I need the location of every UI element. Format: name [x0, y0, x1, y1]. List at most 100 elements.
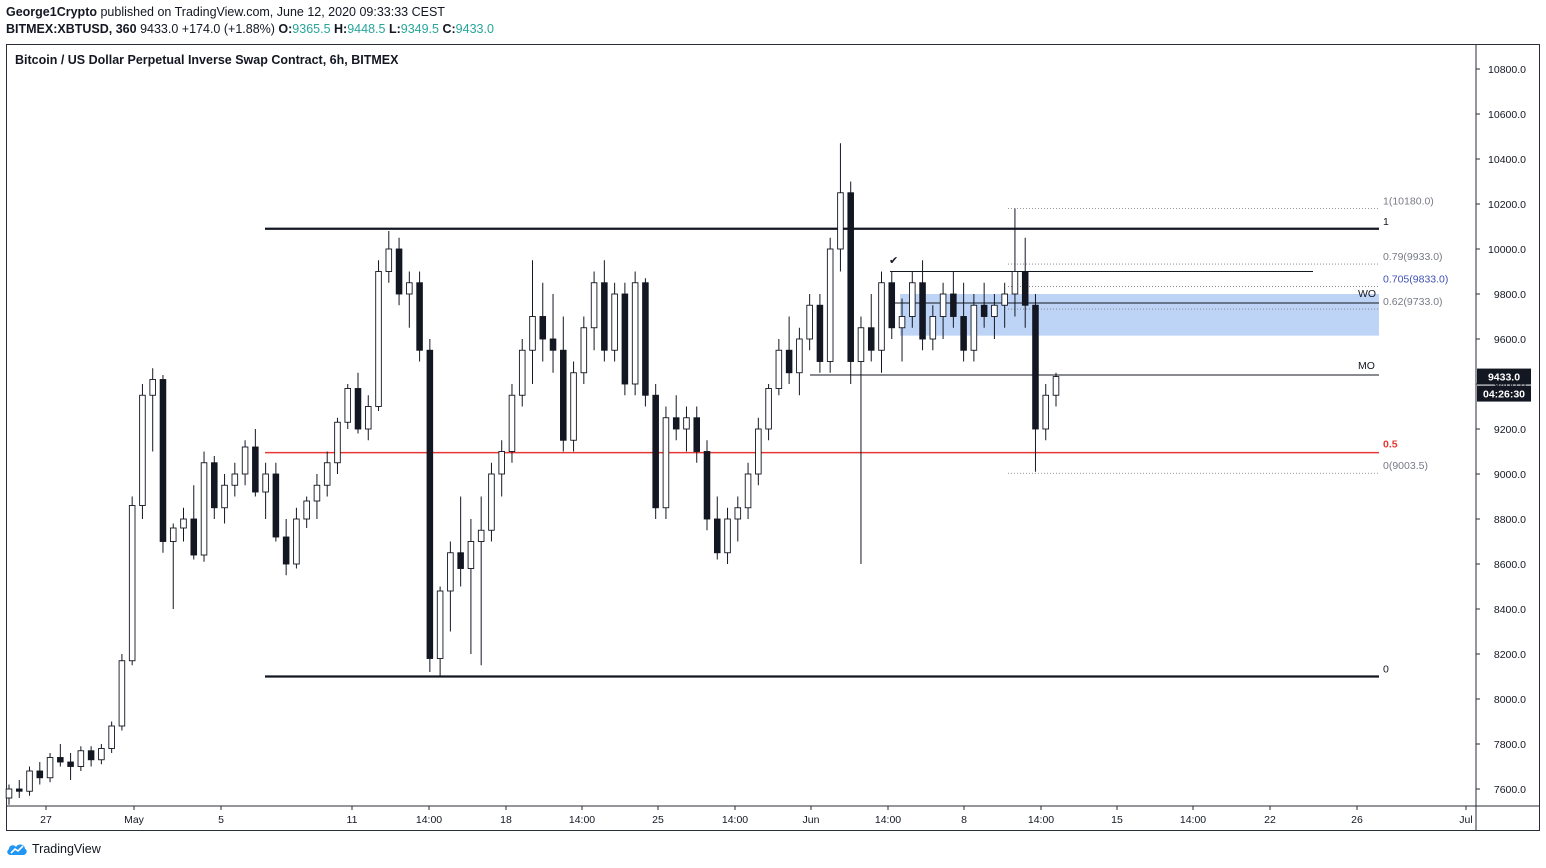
candle-body [15, 788, 23, 792]
candle-body [980, 304, 988, 317]
fib-label: 0.62(9733.0) [1383, 296, 1443, 308]
y-tick-label: 8200.0 [1494, 649, 1526, 661]
x-tick-label: 11 [347, 814, 358, 826]
x-tick-label: 5 [218, 814, 224, 826]
candle-body [611, 293, 618, 351]
x-tick-label: 18 [500, 814, 512, 826]
y-tick-label: 10600.0 [1488, 109, 1526, 121]
x-tick-label: 27 [40, 814, 52, 826]
candle-body [580, 327, 588, 374]
x-tick-label: Jun [803, 814, 820, 826]
x-tick-label: 14:00 [722, 814, 748, 826]
x-tick-label: 14:00 [569, 814, 595, 826]
supply-zone [900, 294, 1379, 336]
candle-body [36, 770, 44, 779]
candle-body [139, 394, 146, 506]
x-tick-label: 22 [1264, 814, 1276, 826]
candle-body [755, 428, 762, 475]
candle-body [98, 748, 105, 761]
open-value: 9365.5 [292, 22, 331, 36]
symbol-label: BITMEX:XBTUSD, 360 [6, 22, 137, 36]
high-value: 9448.5 [347, 22, 386, 36]
candle-body [46, 757, 54, 779]
candle-body [231, 473, 239, 486]
candle-body [293, 518, 300, 565]
candle-body [447, 552, 454, 592]
close-value: 9433.0 [455, 22, 494, 36]
candle-body [57, 757, 64, 763]
candle-body [867, 327, 875, 351]
candle-body [539, 316, 547, 340]
candle-body [5, 788, 13, 799]
y-tick-label: 9000.0 [1494, 469, 1526, 481]
candle-body [344, 388, 352, 423]
candle-body [303, 500, 310, 520]
candle-body [518, 349, 526, 396]
candle-body [498, 451, 505, 475]
candle-body [806, 304, 813, 340]
check-mark-icon: ✔ [889, 254, 898, 267]
candle-body [652, 394, 659, 509]
candle-body [87, 750, 95, 761]
candle-body [837, 192, 844, 250]
candle-body [826, 248, 834, 362]
candle-body [672, 417, 680, 430]
brand-label: TradingView [32, 842, 101, 856]
candle-body [190, 518, 198, 556]
candle-body [796, 338, 803, 374]
y-tick-label: 9200.0 [1494, 424, 1526, 436]
x-tick-label: 15 [1111, 814, 1123, 826]
y-tick-label: 7800.0 [1494, 739, 1526, 751]
candle-body [467, 541, 475, 569]
y-tick-label: 10200.0 [1488, 199, 1526, 211]
chart-frame[interactable] [6, 44, 1540, 831]
low-label: L: [388, 22, 401, 36]
candle-body [364, 406, 372, 430]
y-tick-label: 8800.0 [1494, 514, 1526, 526]
candle-body [785, 349, 793, 374]
chart-title: Bitcoin / US Dollar Perpetual Inverse Sw… [15, 53, 399, 67]
last-price: 9433.0 [140, 22, 179, 36]
candle-body [426, 349, 434, 659]
fib-label: 0(9003.5) [1383, 460, 1428, 472]
candle-body [354, 388, 362, 430]
x-tick-label: 8 [961, 814, 967, 826]
y-tick-label: 9600.0 [1494, 334, 1526, 346]
y-tick-label: 10400.0 [1488, 154, 1526, 166]
candle-body [888, 282, 896, 329]
candle-body [77, 750, 85, 767]
candle-body [744, 473, 752, 509]
candle-body [929, 316, 937, 340]
candle-body [683, 417, 690, 430]
candle-body [775, 349, 783, 389]
candle-body [857, 327, 865, 362]
candle-body [713, 518, 721, 554]
candle-body [128, 505, 136, 662]
level-label: 1 [1383, 216, 1389, 228]
candle-body [1052, 376, 1060, 396]
countdown-tag-bg [1477, 385, 1531, 402]
author-name[interactable]: George1Crypto [6, 5, 97, 19]
last-price-tag: 9433.0 [1488, 372, 1520, 384]
candle-body [436, 590, 444, 659]
candle-body [1032, 304, 1039, 430]
tradingview-logo[interactable]: TradingView [6, 842, 101, 856]
candle-body [960, 316, 967, 351]
candle-body [488, 473, 495, 531]
candle-body [334, 421, 341, 464]
fib-label: 0.705(9833.0) [1383, 274, 1448, 286]
candle-body [950, 293, 957, 317]
publish-info: published on TradingView.com, June 12, 2… [100, 5, 445, 19]
y-tick-label: 10800.0 [1488, 64, 1526, 76]
price-change: +174.0 (+1.88%) [181, 22, 275, 36]
candle-body [631, 282, 639, 385]
candle-body [211, 462, 218, 509]
candle-body [282, 536, 290, 565]
level-label: MO [1358, 360, 1375, 372]
candle-body [1021, 271, 1029, 306]
publish-line: George1Crypto published on TradingView.c… [6, 4, 494, 21]
candle-body [662, 417, 670, 509]
last-price-tag-bg [1477, 368, 1531, 385]
candle-body [939, 293, 947, 317]
